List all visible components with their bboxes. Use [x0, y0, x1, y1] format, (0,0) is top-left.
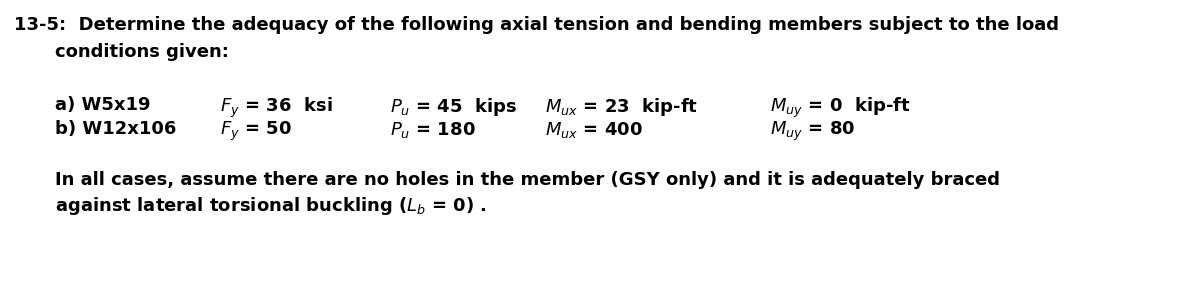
Text: a) W5x19: a) W5x19 [55, 96, 150, 114]
Text: $M_{uy}$ = 0  kip-ft: $M_{uy}$ = 0 kip-ft [770, 96, 911, 120]
Text: $M_{ux}$ = 23  kip-ft: $M_{ux}$ = 23 kip-ft [545, 96, 698, 118]
Text: In all cases, assume there are no holes in the member (GSY only) and it is adequ: In all cases, assume there are no holes … [55, 171, 1000, 189]
Text: $M_{ux}$ = 400: $M_{ux}$ = 400 [545, 120, 643, 140]
Text: $P_u$ = 45  kips: $P_u$ = 45 kips [390, 96, 517, 118]
Text: $M_{uy}$ = 80: $M_{uy}$ = 80 [770, 120, 856, 143]
Text: $F_y$ = 36  ksi: $F_y$ = 36 ksi [220, 96, 332, 120]
Text: $F_y$ = 50: $F_y$ = 50 [220, 120, 292, 143]
Text: 13-5:  Determine the adequacy of the following axial tension and bending members: 13-5: Determine the adequacy of the foll… [14, 16, 1060, 34]
Text: conditions given:: conditions given: [55, 43, 229, 61]
Text: b) W12x106: b) W12x106 [55, 120, 176, 138]
Text: against lateral torsional buckling ($L_b$ = 0) .: against lateral torsional buckling ($L_b… [55, 195, 487, 217]
Text: $P_u$ = 180: $P_u$ = 180 [390, 120, 475, 140]
